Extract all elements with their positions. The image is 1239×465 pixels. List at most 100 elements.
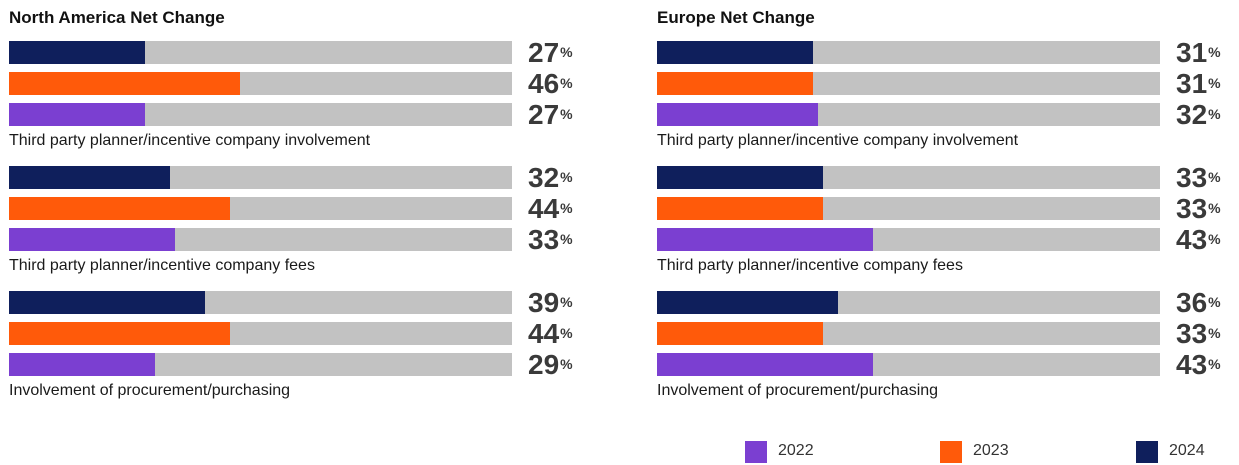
percent-sign: %	[560, 44, 572, 60]
value-number: 39	[528, 287, 559, 318]
bar-row-2024: 36%	[657, 291, 1239, 314]
value-number: 44	[528, 193, 559, 224]
value-number: 32	[528, 162, 559, 193]
bar-row-2022: 43%	[657, 353, 1239, 376]
value-number: 43	[1176, 349, 1207, 380]
category-label: Third party planner/incentive company in…	[657, 132, 1018, 150]
bar-row-2022: 29%	[9, 353, 609, 376]
bar-2024	[657, 291, 838, 314]
percent-sign: %	[1208, 231, 1220, 247]
bar-row-2024: 32%	[9, 166, 609, 189]
bar-track	[657, 72, 1160, 95]
panel-title: Europe Net Change	[657, 8, 815, 28]
value-number: 27	[528, 37, 559, 68]
bar-2023	[657, 322, 823, 345]
percent-sign: %	[1208, 356, 1220, 372]
bar-row-2022: 32%	[657, 103, 1239, 126]
percent-sign: %	[1208, 75, 1220, 91]
value-number: 33	[1176, 318, 1207, 349]
value-number: 29	[528, 349, 559, 380]
bar-row-2022: 27%	[9, 103, 609, 126]
bar-track	[657, 291, 1160, 314]
bar-track	[657, 228, 1160, 251]
percent-sign: %	[560, 356, 572, 372]
bar-row-2023: 33%	[657, 197, 1239, 220]
bar-row-2024: 27%	[9, 41, 609, 64]
percent-sign: %	[560, 106, 572, 122]
percent-sign: %	[560, 200, 572, 216]
bar-track	[9, 322, 512, 345]
percent-sign: %	[1208, 325, 1220, 341]
bar-track	[657, 103, 1160, 126]
bar-row-2022: 33%	[9, 228, 609, 251]
value-number: 46	[528, 68, 559, 99]
legend-swatch	[1136, 441, 1158, 463]
bar-2023	[9, 72, 240, 95]
legend-label: 2022	[778, 442, 814, 460]
panel-title: North America Net Change	[9, 8, 225, 28]
bar-2022	[9, 228, 175, 251]
bar-track	[9, 353, 512, 376]
bar-track	[657, 166, 1160, 189]
value-number: 33	[1176, 162, 1207, 193]
value-number: 31	[1176, 68, 1207, 99]
value-number: 31	[1176, 37, 1207, 68]
bar-track	[9, 166, 512, 189]
bar-value-label: 33%	[528, 222, 573, 258]
bar-row-2022: 43%	[657, 228, 1239, 251]
bar-2023	[9, 322, 230, 345]
bar-row-2024: 33%	[657, 166, 1239, 189]
value-number: 43	[1176, 224, 1207, 255]
bar-2022	[657, 103, 818, 126]
bar-2024	[9, 166, 170, 189]
bar-value-label: 32%	[1176, 97, 1221, 133]
bar-2022	[9, 353, 155, 376]
percent-sign: %	[560, 294, 572, 310]
category-label: Third party planner/incentive company fe…	[657, 257, 963, 275]
bar-track	[657, 322, 1160, 345]
bar-track	[9, 72, 512, 95]
value-number: 32	[1176, 99, 1207, 130]
bar-track	[657, 353, 1160, 376]
bar-track	[9, 291, 512, 314]
bar-2024	[9, 41, 145, 64]
bar-row-2024: 39%	[9, 291, 609, 314]
bar-row-2023: 33%	[657, 322, 1239, 345]
legend-swatch	[940, 441, 962, 463]
percent-sign: %	[560, 169, 572, 185]
bar-2024	[657, 166, 823, 189]
value-number: 33	[1176, 193, 1207, 224]
bar-track	[657, 197, 1160, 220]
bar-2023	[657, 197, 823, 220]
legend: 2022 2023 2024	[0, 441, 1239, 465]
percent-sign: %	[560, 75, 572, 91]
bar-row-2024: 31%	[657, 41, 1239, 64]
bar-track	[9, 197, 512, 220]
bar-row-2023: 44%	[9, 197, 609, 220]
percent-sign: %	[560, 231, 572, 247]
percent-sign: %	[1208, 106, 1220, 122]
bar-2022	[657, 353, 873, 376]
bar-track	[9, 41, 512, 64]
bar-2023	[657, 72, 813, 95]
legend-label: 2024	[1169, 442, 1205, 460]
value-number: 44	[528, 318, 559, 349]
percent-sign: %	[1208, 169, 1220, 185]
percent-sign: %	[1208, 44, 1220, 60]
bar-2022	[657, 228, 873, 251]
bar-value-label: 43%	[1176, 222, 1221, 258]
bar-2022	[9, 103, 145, 126]
bar-row-2023: 46%	[9, 72, 609, 95]
percent-sign: %	[1208, 294, 1220, 310]
percent-sign: %	[560, 325, 572, 341]
bar-value-label: 27%	[528, 97, 573, 133]
legend-swatch	[745, 441, 767, 463]
bar-value-label: 43%	[1176, 347, 1221, 383]
bar-row-2023: 31%	[657, 72, 1239, 95]
category-label: Third party planner/incentive company in…	[9, 132, 370, 150]
bar-track	[657, 41, 1160, 64]
bar-value-label: 29%	[528, 347, 573, 383]
bar-row-2023: 44%	[9, 322, 609, 345]
bar-2024	[9, 291, 205, 314]
bar-2023	[9, 197, 230, 220]
